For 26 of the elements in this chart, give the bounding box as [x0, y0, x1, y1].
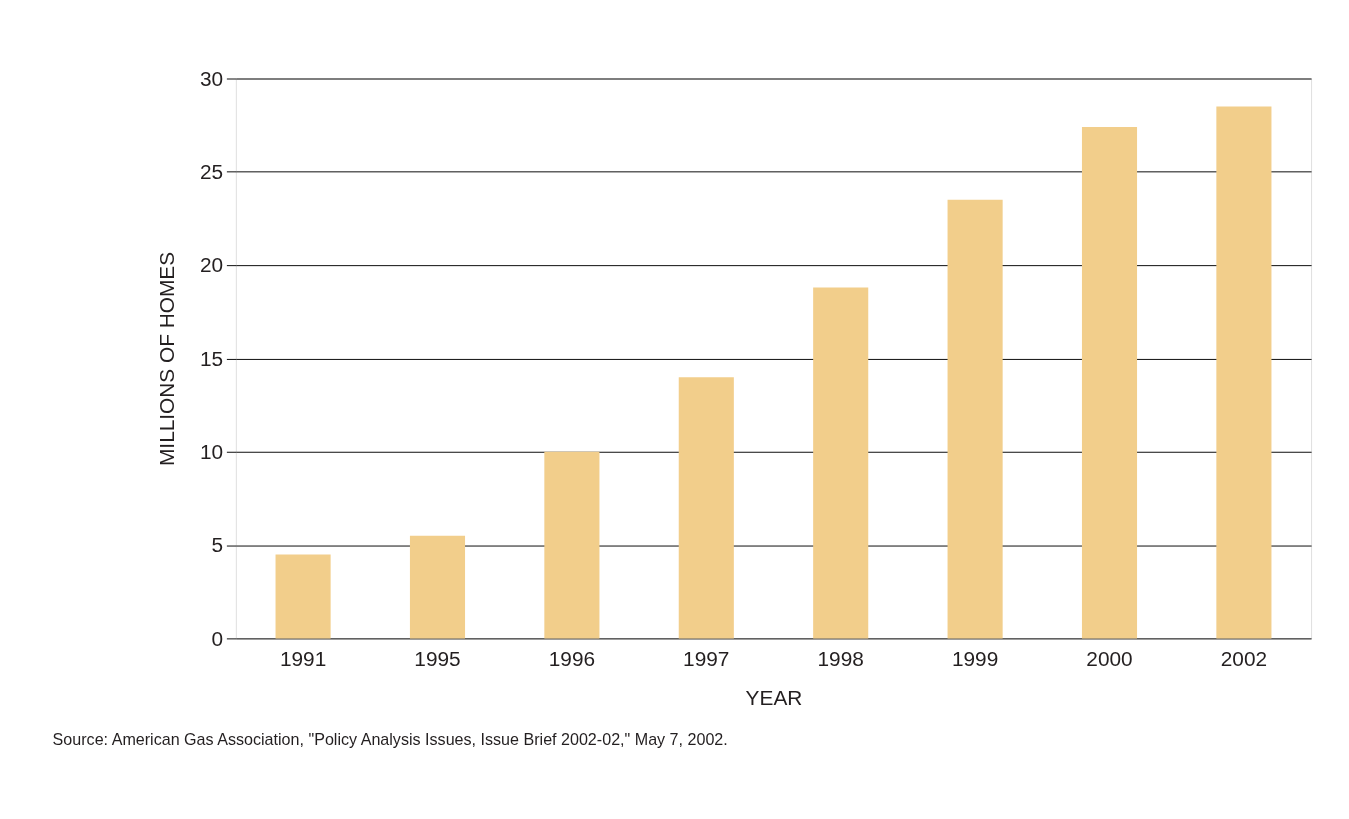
x-tick-label: 1997	[683, 647, 730, 671]
source-note: Source: American Gas Association, "Policy Analysis Issues, Issue Brief 2002-02," May 7, 2002.	[52, 730, 728, 749]
y-tick-label: 30	[199, 66, 224, 90]
bar	[678, 377, 734, 639]
y-tick-label: 5	[211, 533, 224, 557]
x-tick-label: 1996	[548, 647, 596, 671]
y-tick-label: 0	[211, 626, 224, 650]
bar	[1216, 106, 1272, 639]
x-tick-label: 1991	[279, 647, 327, 671]
x-axis-title: YEAR	[745, 686, 803, 710]
x-tick-label: 1998	[817, 647, 864, 671]
y-tick-label: 20	[199, 253, 224, 277]
bar	[275, 554, 331, 639]
bar	[409, 535, 466, 639]
bar	[544, 451, 600, 639]
y-tick-label: 10	[199, 439, 224, 463]
bar	[813, 287, 869, 639]
y-axis-title: MILLIONS OF HOMES	[155, 251, 179, 466]
x-tick-label: 2000	[1086, 647, 1133, 671]
x-tick-label: 2002	[1220, 647, 1268, 671]
bar	[1081, 127, 1138, 639]
y-tick-label: 25	[199, 159, 224, 183]
bar	[947, 199, 1003, 639]
y-tick-label: 15	[199, 346, 224, 370]
x-tick-label: 1995	[414, 647, 461, 671]
x-tick-label: 1999	[951, 647, 999, 671]
